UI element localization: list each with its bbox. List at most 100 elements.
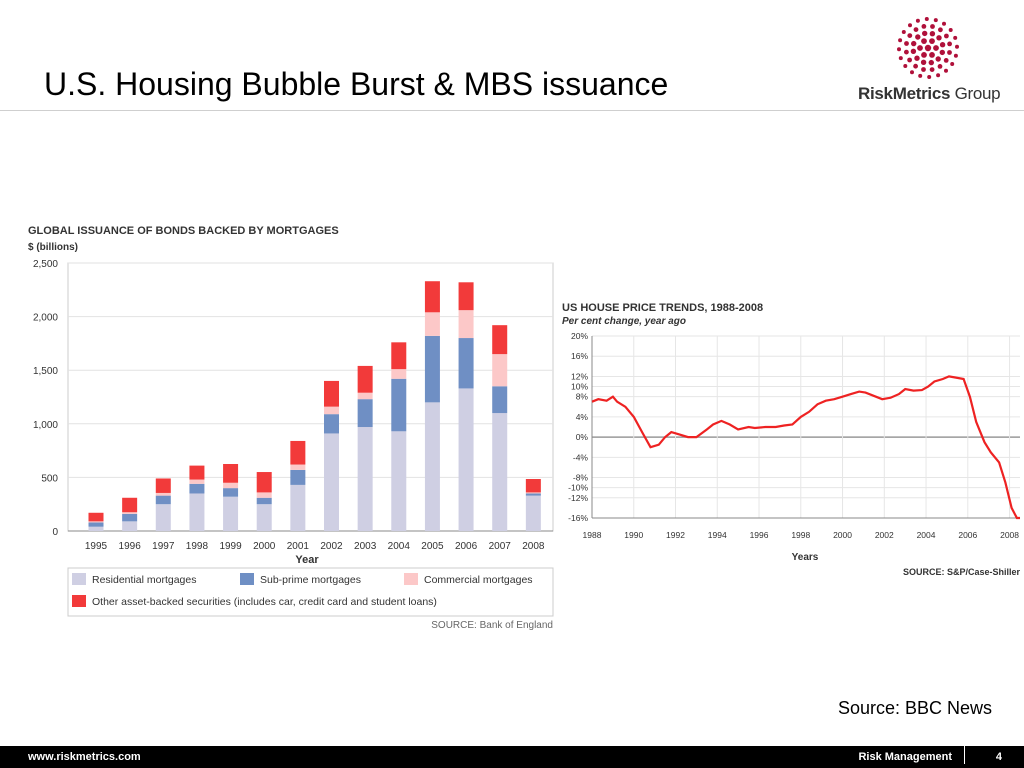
bar-segment (458, 310, 474, 339)
x-axis-label: Year (295, 554, 319, 566)
bar-segment (492, 413, 508, 531)
logo-dot (938, 27, 943, 33)
x-tick-label: 2006 (455, 541, 478, 552)
x-tick-label: 2000 (833, 530, 852, 540)
logo-dot (922, 30, 928, 37)
legend-swatch (240, 573, 254, 585)
legend-label: Sub-prime mortgages (260, 574, 361, 586)
bar-segment (492, 325, 508, 355)
logo-dot (915, 18, 920, 23)
logo-dot (914, 55, 920, 61)
y-tick-label: 4% (576, 412, 589, 422)
bar-segment (525, 495, 541, 531)
bar-segment (391, 378, 407, 432)
logo-dot (908, 23, 912, 28)
logo-dot (944, 68, 948, 73)
bar-segment (122, 521, 138, 531)
legend-label: Commercial mortgages (424, 574, 533, 586)
bar-segment (290, 484, 306, 531)
x-tick-label: 2001 (287, 541, 310, 552)
bar-segment (88, 521, 104, 523)
title-divider (0, 110, 1024, 111)
logo-dot (943, 58, 949, 63)
legend-label: Residential mortgages (92, 574, 196, 586)
logo-dot (911, 40, 917, 47)
y-tick-label: 12% (571, 371, 588, 381)
mbs-issuance-chart: GLOBAL ISSUANCE OF BONDS BACKED BY MORTG… (28, 225, 554, 631)
legend-swatch (404, 573, 418, 585)
x-tick-label: 2007 (489, 541, 512, 552)
logo-dot (933, 18, 938, 23)
y-tick-label: -12% (568, 493, 588, 503)
bar-segment (324, 433, 339, 531)
logo-dot (924, 44, 932, 52)
bar-segment (155, 478, 171, 493)
bar-segment (424, 281, 440, 313)
logo-dot (937, 64, 943, 69)
logo-dot (920, 59, 927, 65)
logo-dot (907, 33, 913, 38)
y-axis-ticks: 20% 16% 12%10%8% 4% 0% -4% -8%-10%-12% -16% (568, 331, 588, 523)
logo-dot (948, 28, 953, 32)
bar-segment (189, 483, 205, 494)
bar-segment (122, 513, 138, 522)
legend (67, 567, 554, 617)
y-tick-label: 500 (41, 473, 58, 484)
bar-segment (458, 388, 474, 531)
x-tick-label: 1992 (666, 530, 685, 540)
logo-dot (929, 52, 935, 58)
bar-segment (189, 493, 205, 531)
x-tick-label: 2003 (354, 541, 377, 552)
logo-dot (929, 38, 935, 44)
logo-dots-icon (897, 17, 959, 79)
chart-title: US HOUSE PRICE TRENDS, 1988-2008 (562, 302, 763, 314)
x-tick-label: 1995 (85, 541, 108, 552)
bar-segment (424, 402, 440, 531)
y-tick-label: 2,500 (33, 259, 58, 270)
logo-dot (939, 42, 946, 48)
x-axis-label: Years (792, 552, 819, 563)
logo-dot (921, 38, 927, 44)
logo-dot (928, 59, 934, 66)
logo-text: RiskMetrics Group (858, 84, 1001, 104)
logo-dot (921, 52, 927, 58)
logo-dot (903, 64, 908, 68)
riskmetrics-logo: RiskMetrics Group (858, 14, 1008, 104)
chart-title: GLOBAL ISSUANCE OF BONDS BACKED BY MORTG… (28, 225, 339, 237)
logo-dot (950, 62, 955, 66)
y-tick-label: 0 (52, 527, 58, 538)
bar-segment (424, 335, 440, 403)
logo-dot (942, 21, 946, 26)
logo-dot (936, 73, 941, 78)
logo-dot (936, 35, 942, 41)
bar-segment (256, 497, 272, 505)
x-tick-label: 2000 (253, 541, 276, 552)
bar-segment (88, 512, 104, 522)
bar-segment (256, 492, 272, 498)
x-tick-label: 1998 (791, 530, 810, 540)
logo-dot (910, 48, 917, 54)
x-tick-label: 1996 (119, 541, 142, 552)
bar-segment (525, 479, 541, 493)
x-tick-label: 2008 (522, 541, 545, 552)
slide-title: U.S. Housing Bubble Burst & MBS issuance (44, 66, 669, 102)
logo-dot (933, 45, 939, 51)
y-axis-ticks: 0 500 1,000 1,500 2,000 2,500 (33, 259, 58, 538)
logo-dot (910, 70, 914, 75)
logo-dot (917, 45, 923, 51)
legend-swatch (72, 573, 86, 585)
logo-brand: RiskMetrics (858, 84, 951, 103)
plot-area (67, 262, 554, 532)
footer-dept: Risk Management (858, 751, 952, 763)
bar-segment (155, 504, 171, 531)
x-tick-label: 1999 (219, 541, 242, 552)
x-tick-label: 2005 (421, 541, 444, 552)
bar-segment (324, 406, 339, 415)
logo-dot (935, 56, 941, 62)
footer-url[interactable]: www.riskmetrics.com (28, 751, 141, 763)
y-tick-label: -10% (568, 483, 588, 493)
footer-separator (964, 738, 965, 764)
series-line (591, 375, 1020, 520)
bar-segment (155, 495, 171, 505)
chart-source: SOURCE: S&P/Case-Shiller (903, 567, 1021, 577)
